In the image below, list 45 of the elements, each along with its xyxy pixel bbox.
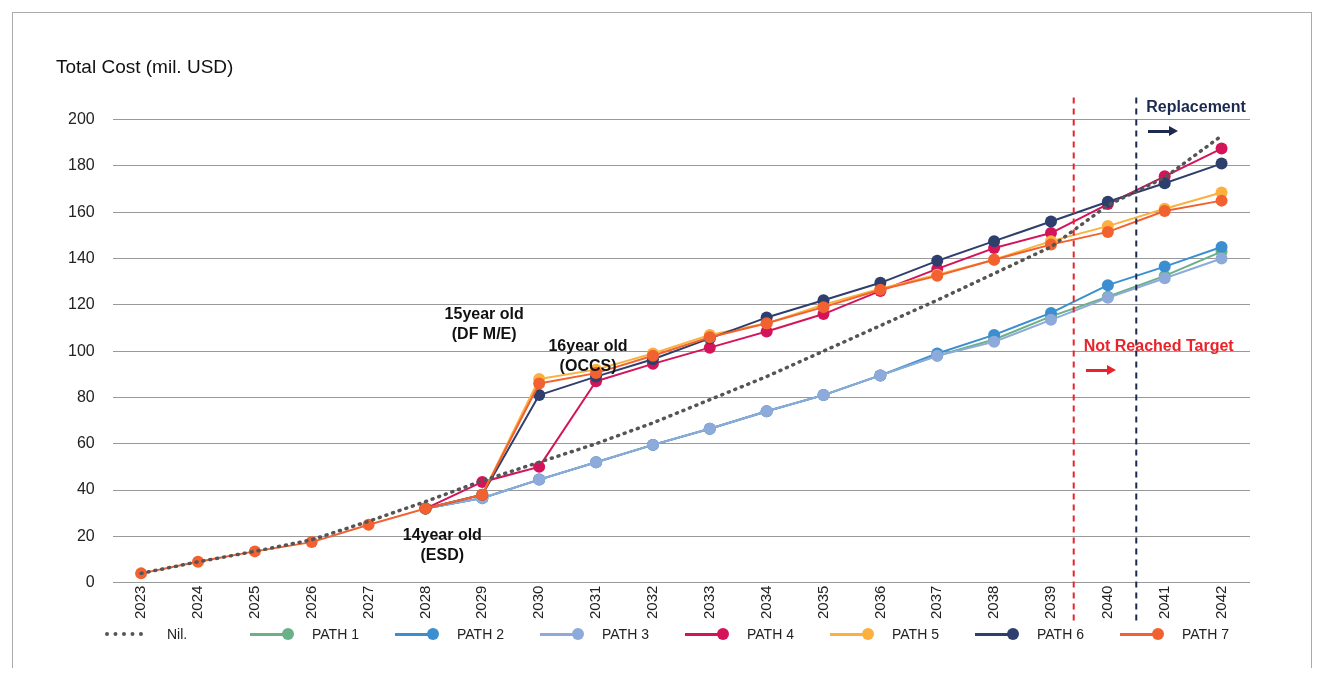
annotation: 14year old (ESD) xyxy=(402,525,482,563)
legend-label: Nil. xyxy=(167,626,188,642)
annotation: 16year old (OCCS) xyxy=(548,337,628,375)
legend-label: PATH 5 xyxy=(892,626,939,642)
ref-line-label: Not Reached Target xyxy=(1083,337,1234,356)
x-tick-label: 2027 xyxy=(358,585,376,620)
x-tick-label: 2040 xyxy=(1097,585,1115,620)
x-tick-label: 2025 xyxy=(245,585,262,620)
y-axis-title: Total Cost (mil. USD) xyxy=(56,56,234,78)
y-tick-label: 140 xyxy=(67,248,95,266)
legend-label: PATH 4 xyxy=(747,626,794,642)
y-tick-label: 160 xyxy=(67,202,95,220)
ref-line-label: Replacement xyxy=(1146,97,1246,116)
x-tick-label: 2036 xyxy=(870,585,888,620)
y-tick-label: 200 xyxy=(67,110,95,128)
legend-label: PATH 6 xyxy=(1037,626,1084,642)
x-tick-label: 2030 xyxy=(529,585,547,620)
legend-label: PATH 2 xyxy=(457,626,504,642)
y-tick-label: 80 xyxy=(76,387,95,405)
x-tick-label: 2028 xyxy=(415,585,433,620)
legend-label: PATH 7 xyxy=(1182,626,1229,642)
y-tick-label: 180 xyxy=(67,156,95,174)
x-tick-label: 2031 xyxy=(586,585,604,620)
x-tick-label: 2037 xyxy=(927,585,945,620)
annotation: 15year old (DF M/E) xyxy=(444,304,524,342)
x-tick-label: 2026 xyxy=(301,585,319,620)
x-tick-label: 2029 xyxy=(472,585,490,620)
x-tick-label: 2024 xyxy=(188,585,206,620)
x-tick-label: 2039 xyxy=(1041,585,1059,620)
y-tick-label: 40 xyxy=(76,480,95,498)
x-tick-label: 2035 xyxy=(813,585,831,620)
x-tick-label: 2034 xyxy=(756,585,774,620)
x-tick-label: 2038 xyxy=(984,585,1002,620)
legend-label: PATH 3 xyxy=(602,626,649,642)
y-tick-label: 100 xyxy=(67,341,95,359)
y-tick-label: 120 xyxy=(67,295,95,313)
legend-label: PATH 1 xyxy=(312,626,359,642)
x-tick-label: 2032 xyxy=(643,585,661,620)
x-tick-label: 2042 xyxy=(1211,585,1229,620)
x-tick-label: 2033 xyxy=(699,585,717,620)
y-tick-label: 0 xyxy=(85,573,95,591)
y-tick-label: 60 xyxy=(76,434,95,452)
x-tick-label: 2041 xyxy=(1154,585,1172,620)
x-tick-label: 2023 xyxy=(131,585,149,620)
y-tick-label: 20 xyxy=(76,526,95,544)
